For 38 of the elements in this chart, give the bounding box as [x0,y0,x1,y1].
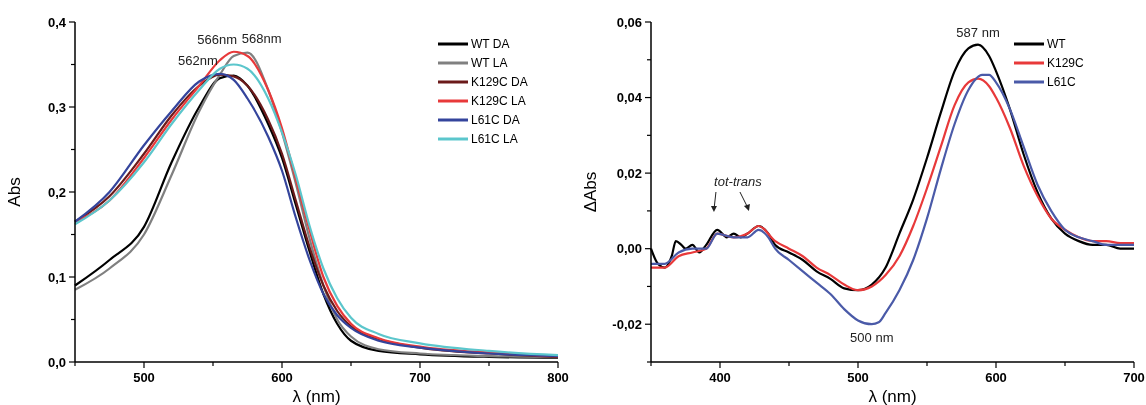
legend-label: L61C [1047,75,1077,90]
x-tick-label: 500 [133,370,155,385]
y-axis-title: ΔAbs [581,171,600,213]
annotation: 566nm [197,31,238,47]
x-axis-title: λ (nm) [292,387,341,405]
x-tick-label: 400 [709,370,731,385]
y-tick-label: -0,02 [612,316,642,332]
annotation: 568nm [241,30,282,46]
y-tick-label: 0,06 [616,14,642,30]
y-tick-label: 0,04 [616,90,643,106]
y-axis-title: Abs [5,177,24,207]
x-axis-title: λ (nm) [868,387,917,405]
annotation: 562nm [178,53,218,68]
legend-label: WT DA [471,37,510,52]
y-tick-label: 0,0 [47,354,66,370]
x-tick-label: 500 [847,370,869,385]
legend-label: K129C LA [471,94,526,109]
y-tick-label: 0,00 [616,241,642,257]
y-tick-label: 0,1 [47,269,66,285]
y-tick-label: 0,3 [47,99,66,115]
x-tick-label: 700 [409,370,431,385]
legend-label: K129C [1047,56,1085,71]
legend-label: L61C LA [471,132,518,147]
legend-label: L61C DA [471,113,520,128]
x-tick-label: 800 [547,370,569,385]
annotation: 587 nm [956,24,1000,40]
x-tick-label: 600 [271,370,293,385]
y-tick-label: 0,2 [47,184,66,200]
y-tick-label: 0,4 [47,14,67,30]
legend-label: WT LA [471,56,508,71]
legend-label: K129C DA [471,75,528,90]
annotation: tot-trans [714,174,763,189]
x-tick-label: 700 [1123,370,1145,385]
x-tick-label: 600 [985,370,1007,385]
y-tick-label: 0,02 [616,165,642,181]
legend-label: WT [1047,37,1067,52]
line-series [649,73,1136,326]
annotation: 500 nm [850,330,894,346]
